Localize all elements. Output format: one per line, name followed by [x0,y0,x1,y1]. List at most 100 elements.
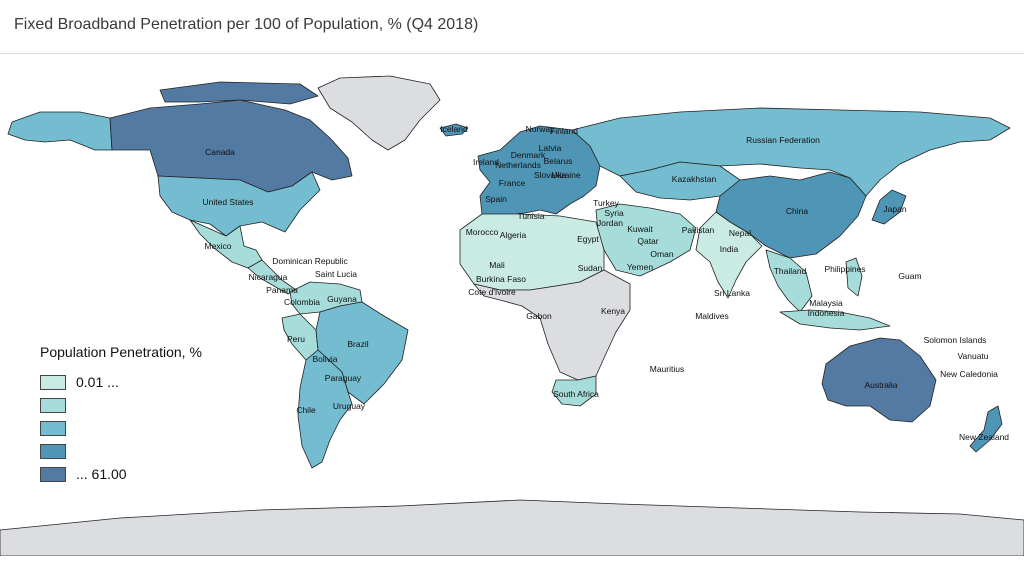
label-thailand: Thailand [774,266,807,276]
label-mauritius: Mauritius [650,364,684,374]
region-japan[interactable] [871,189,907,225]
label-oman: Oman [650,249,673,259]
page-title: Fixed Broadband Penetration per 100 of P… [14,16,479,33]
label-guyana: Guyana [327,294,357,304]
label-iceland: Iceland [440,124,468,134]
region-south-africa[interactable] [551,375,597,407]
label-brazil: Brazil [347,339,368,349]
label-pakistan: Pakistan [682,225,715,235]
legend-item[interactable] [40,397,220,416]
label-bolivia: Bolivia [312,354,337,364]
label-south-africa: South Africa [553,389,599,399]
label-mexico: Mexico [205,241,232,251]
label-gabon: Gabon [526,311,552,321]
region-subsaharan-africa[interactable] [473,269,631,381]
region-argentina[interactable] [297,349,353,469]
label-turkey: Turkey [593,198,619,208]
label-jordan: Jordan [597,218,623,228]
label-nepal: Nepal [729,228,751,238]
label-sudan: Sudan [578,263,603,273]
label-belarus: Belarus [544,156,573,166]
label-china: China [786,206,808,216]
label-vanuatu: Vanuatu [957,351,988,361]
legend-item[interactable] [40,443,220,462]
label-peru: Peru [287,334,305,344]
region-indonesia[interactable] [779,309,891,331]
label-algeria: Algeria [500,230,527,240]
label-qatar: Qatar [637,236,658,246]
label-egypt: Egypt [577,234,599,244]
region-iceland[interactable] [439,123,469,137]
label-cote-divoire: Cote d'Ivoire [468,287,516,297]
region-antarctica [0,499,1024,557]
label-maldives: Maldives [695,311,729,321]
label-philippines: Philippines [824,264,865,274]
region-united-states[interactable] [157,171,321,237]
map-svg[interactable]: Canada United States Mexico Dominican Re… [0,55,1024,557]
region-india[interactable] [695,211,763,299]
label-uruguay: Uruguay [333,401,366,411]
legend-swatch [40,467,66,482]
label-morocco: Morocco [466,227,499,237]
label-dominican-republic: Dominican Republic [272,256,348,266]
region-australia[interactable] [821,337,937,423]
label-france: France [499,178,526,188]
label-australia: Australia [864,380,897,390]
legend-item[interactable] [40,420,220,439]
label-russian-federation: Russian Federation [746,135,820,145]
label-saint-lucia: Saint Lucia [315,269,357,279]
legend-label: 0.01 ... [76,374,119,390]
label-sri-lanka: Sri Lanka [714,288,750,298]
label-guam: Guam [898,271,921,281]
label-kuwait: Kuwait [627,224,653,234]
label-ukraine: Ukraine [551,170,581,180]
country-labels: Canada United States Mexico Dominican Re… [202,124,1009,442]
legend-item[interactable]: ... 61.00 [40,466,220,485]
region-philippines[interactable] [845,257,863,297]
label-paraguay: Paraguay [325,373,362,383]
label-syria: Syria [604,208,624,218]
region-canada-islands[interactable] [159,81,319,105]
label-tunisia: Tunisia [517,211,544,221]
legend-swatch [40,444,66,459]
label-new-zealand: New Zealand [959,432,1009,442]
region-alaska[interactable] [7,111,113,151]
legend-title: Population Penetration, % [40,344,202,360]
legend-swatch [40,421,66,436]
region-greenland[interactable] [317,75,441,151]
label-nicaragua: Nicaragua [249,272,288,282]
legend: Population Penetration, % 0.01 ... ... 6… [40,344,220,489]
region-europe[interactable] [477,125,601,221]
legend-label: ... 61.00 [76,466,127,482]
label-kenya: Kenya [601,306,625,316]
label-canada: Canada [205,147,235,157]
label-slovakia: Slovakia [534,170,566,180]
label-ireland: Ireland [473,157,499,167]
label-yemen: Yemen [627,262,653,272]
label-united-states: United States [202,197,253,207]
label-solomon-islands: Solomon Islands [924,335,987,345]
label-japan: Japan [883,204,906,214]
legend-swatch [40,398,66,413]
label-new-caledonia: New Caledonia [940,369,998,379]
chart-header: Fixed Broadband Penetration per 100 of P… [0,0,1024,54]
label-burkina-faso: Burkina Faso [476,274,526,284]
label-spain: Spain [485,194,507,204]
label-netherlands: Netherlands [495,160,541,170]
label-indonesia: Indonesia [808,308,845,318]
label-norway: Norway [526,124,556,134]
legend-swatch [40,375,66,390]
label-chile: Chile [296,405,316,415]
label-malaysia: Malaysia [809,298,843,308]
label-finland: Finland [550,126,578,136]
label-panama: Panama [266,285,298,295]
label-mali: Mali [489,260,505,270]
world-map[interactable]: Canada United States Mexico Dominican Re… [0,55,1024,557]
label-india: India [720,244,739,254]
label-latvia: Latvia [539,143,562,153]
legend-item[interactable]: 0.01 ... [40,374,220,393]
label-colombia: Colombia [284,297,320,307]
region-new-zealand[interactable] [969,405,1003,453]
label-kazakhstan: Kazakhstan [672,174,717,184]
label-denmark: Denmark [511,150,546,160]
